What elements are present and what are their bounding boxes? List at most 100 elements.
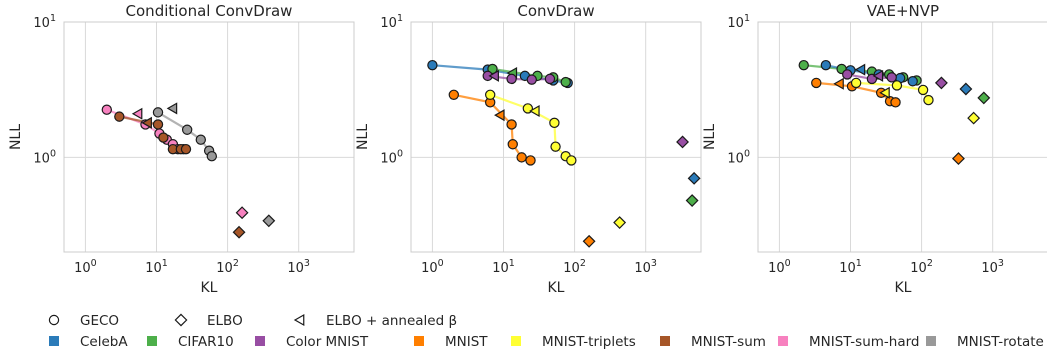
elbo-point-mnist: [952, 152, 965, 166]
geco-point-mnist: [811, 77, 822, 89]
legend: GECO ELBO ELBO + annealed β CelebA CIFAR10 C…: [48, 313, 1044, 350]
geco-point-color-mnist: [842, 69, 853, 80]
geco-point-celeba: [907, 76, 918, 87]
series-line-mnist-triplets: [856, 81, 930, 101]
legend-swatch: [778, 336, 788, 346]
elbo-point-mnist-triplets: [967, 111, 981, 125]
legend-marker-label: GECO: [80, 313, 119, 329]
geco-point-mnist: [890, 97, 901, 108]
legend-swatch: [926, 336, 936, 346]
geco-point-mnist-sum: [152, 119, 164, 130]
chart-title: VAE+NVP: [867, 2, 939, 20]
x-tick-label: 101: [492, 258, 515, 276]
y-axis-label: NLL: [8, 124, 24, 150]
y-tick-label: 100: [380, 148, 403, 166]
panel-3: VAE+NVP KL NLL 100 101 102 103 100 101: [702, 2, 1047, 296]
geco-point-mnist-sum: [180, 143, 192, 155]
x-tick-label: 101: [839, 258, 862, 276]
geco-point-mnist: [507, 139, 518, 150]
geco-point-mnist-sum: [158, 132, 169, 143]
chart-title: ConvDraw: [517, 2, 594, 20]
elbo-point-cifar10: [977, 91, 991, 105]
geco-point-mnist-triplets: [923, 94, 934, 106]
geco-point-mnist-triplets: [891, 80, 903, 91]
annealed-point-mnist-triplets: [879, 86, 890, 99]
x-axis-label: KL: [548, 280, 565, 296]
geco-point-mnist-triplets: [484, 89, 496, 100]
y-axis-label: NLL: [702, 124, 718, 150]
legend-marker-diamond-icon: [174, 313, 188, 327]
elbo-point-mnist-sum: [232, 225, 246, 239]
chart-title: Conditional ConvDraw: [126, 2, 293, 20]
annealed-point-mnist-sum: [141, 116, 152, 129]
legend-swatch: [414, 336, 424, 346]
legend-dataset-label: Color MNIST: [286, 334, 369, 350]
geco-point-mnist: [525, 155, 536, 166]
elbo-point-mnist-triplets: [613, 216, 627, 230]
x-tick-label: 103: [634, 258, 657, 276]
plot-area: [101, 102, 276, 239]
elbo-point-color-mnist: [934, 76, 948, 90]
panel-2: ConvDraw KL NLL 100 101 102 103 100 101: [355, 2, 702, 296]
geco-point-mnist-rotate: [181, 124, 193, 135]
legend-marker-circle-icon: [48, 314, 60, 326]
legend-dataset-label: MNIST-triplets: [542, 334, 636, 350]
geco-point-mnist: [448, 89, 460, 100]
legend-swatch: [147, 336, 157, 346]
legend-swatch: [511, 336, 521, 346]
legend-dataset-label: MNIST: [445, 334, 488, 350]
legend-dataset-label: MNIST-sum-hard: [809, 334, 920, 350]
geco-point-color-mnist: [506, 73, 517, 85]
legend-marker-label: ELBO + annealed β: [326, 313, 457, 329]
geco-point-cifar10: [560, 76, 571, 88]
elbo-point-mnist-rotate: [262, 214, 276, 228]
plot-frame: [757, 21, 1047, 253]
y-axis-label: NLL: [355, 124, 371, 150]
elbo-point-mnist-sum-hard: [235, 206, 249, 220]
legend-swatch: [660, 336, 670, 346]
geco-point-celeba: [427, 59, 438, 71]
annealed-point-mnist: [494, 109, 505, 122]
geco-point-mnist-triplets: [850, 77, 862, 89]
x-tick-label: 100: [768, 258, 791, 276]
legend-dataset-label: CIFAR10: [178, 334, 234, 350]
x-axis-label: KL: [895, 280, 912, 296]
geco-point-cifar10: [798, 59, 809, 71]
geco-point-mnist-triplets: [917, 84, 929, 96]
annealed-point-color-mnist: [872, 69, 884, 82]
elbo-point-celeba: [959, 82, 973, 96]
geco-point-mnist-triplets: [550, 141, 561, 152]
legend-swatch: [49, 336, 59, 346]
x-tick-label: 101: [145, 258, 168, 276]
elbo-point-mnist: [582, 234, 596, 248]
y-tick-label: 101: [33, 13, 56, 31]
geco-point-celeba: [820, 59, 832, 71]
x-tick-label: 102: [910, 258, 933, 276]
y-tick-label: 100: [33, 148, 56, 166]
legend-dataset-label: MNIST-sum: [691, 334, 766, 350]
y-tick-label: 101: [380, 13, 403, 31]
geco-point-mnist-rotate: [195, 134, 207, 145]
geco-point-mnist-rotate: [152, 107, 164, 118]
x-axis-label: KL: [201, 280, 218, 296]
elbo-point-color-mnist: [676, 135, 689, 149]
geco-point-mnist-sum-hard: [101, 104, 113, 115]
geco-point-mnist: [516, 152, 527, 163]
geco-point-color-mnist: [526, 74, 537, 85]
panel-1: Conditional ConvDraw KL NLL 100 101 102 103 100…: [8, 2, 355, 296]
annealed-point-mnist-triplets: [529, 104, 540, 118]
elbo-point-cifar10: [685, 194, 699, 207]
plot-frame: [63, 21, 355, 253]
plot-frame: [410, 21, 702, 253]
legend-dataset-label: CelebA: [80, 334, 128, 350]
geco-point-color-mnist: [886, 72, 897, 83]
annealed-point-celeba: [854, 63, 866, 76]
geco-point-mnist-triplets: [549, 117, 560, 129]
x-tick-label: 103: [287, 258, 310, 276]
x-tick-label: 102: [216, 258, 239, 276]
plot-area: [427, 59, 701, 248]
annealed-point-mnist-rotate: [166, 102, 178, 115]
geco-point-mnist-sum: [114, 111, 125, 122]
annealed-point-mnist-sum-hard: [131, 107, 143, 120]
